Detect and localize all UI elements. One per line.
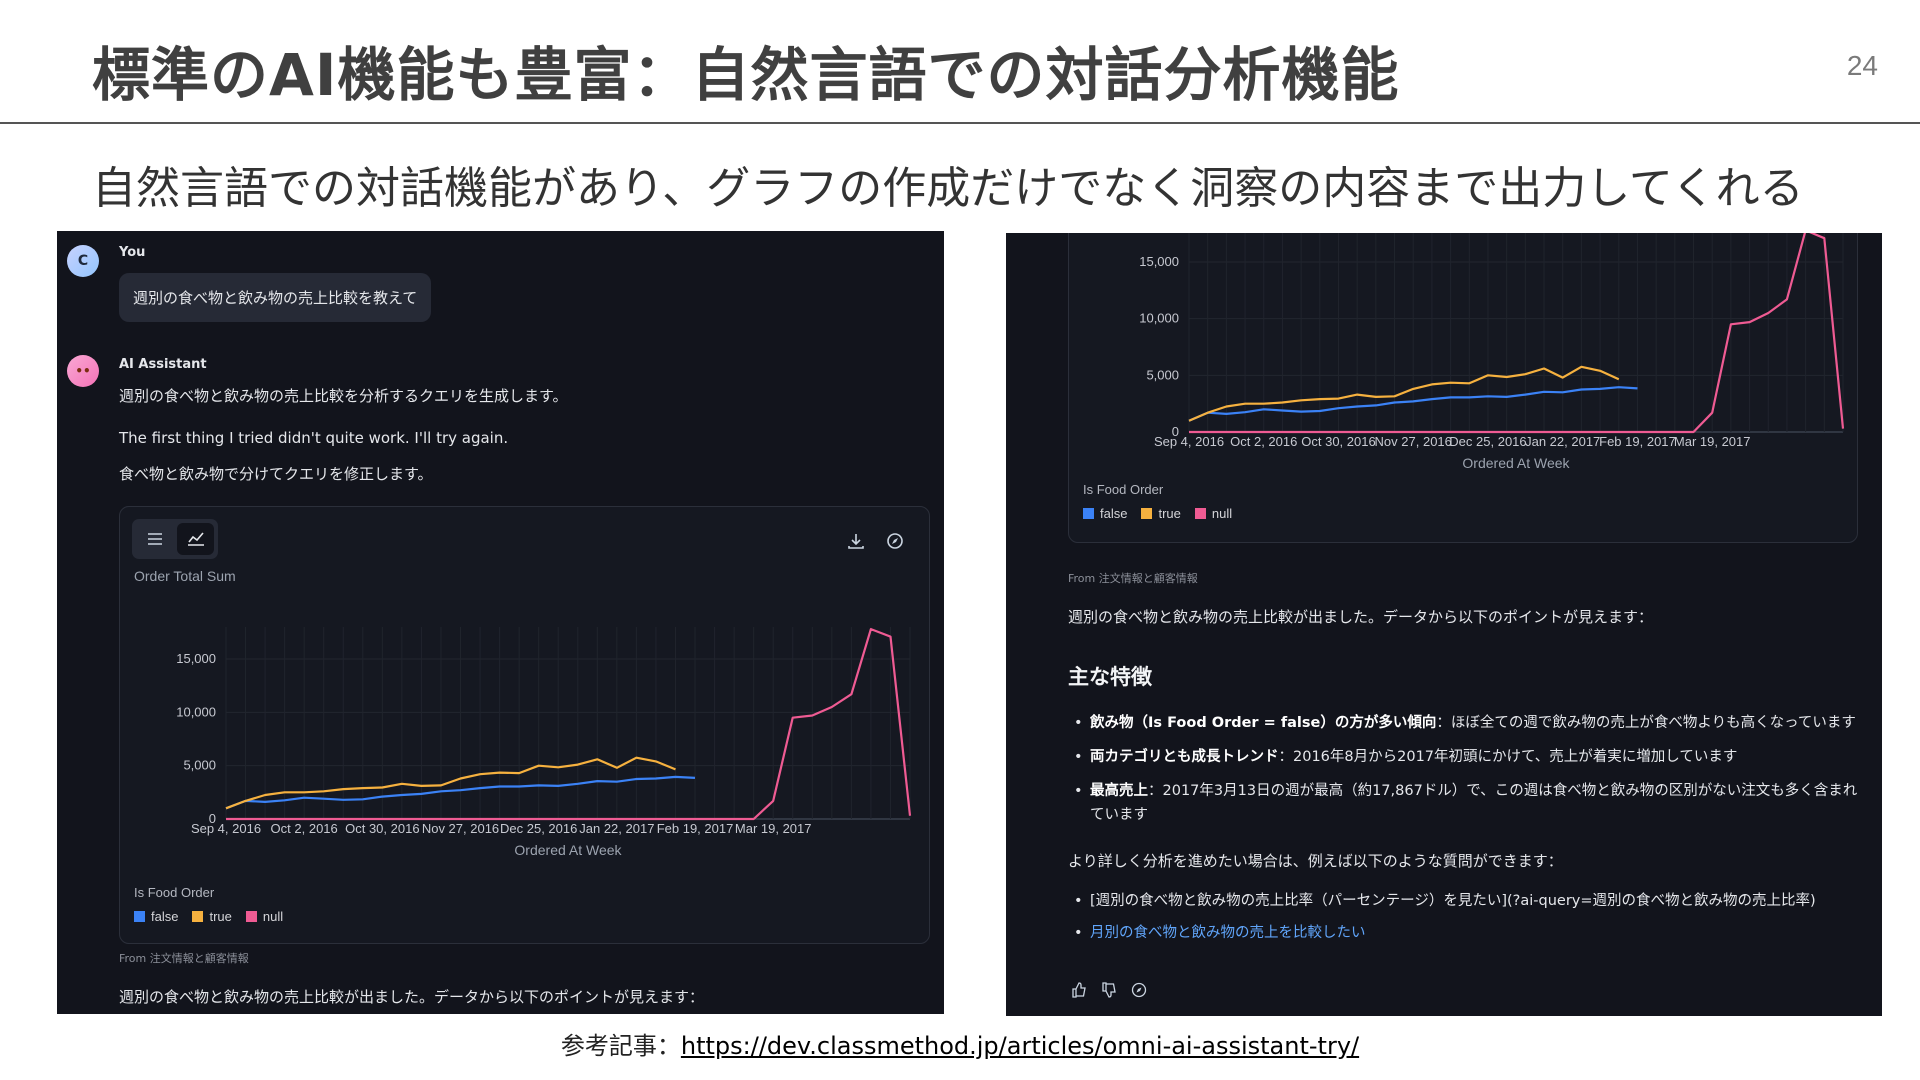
user-name: You [119,245,146,260]
series-line-true [1188,365,1620,422]
source-note: From 注文情報と顧客情報 [119,952,249,965]
chat-screenshot-right: 0 5,000 10,000 15,000 Sep 4, 2016 Oct 2, 2016… [1006,233,1882,1016]
chart-legend: false true null [1083,506,1232,521]
ai-message-1: 週別の食べ物と飲み物の売上比較を分析するクエリを生成します。 [119,387,568,405]
followup-list: [週別の食べ物と飲み物の売上比率（パーセンテージ）を見たい](?ai-query… [1068,889,1868,955]
x-tick-label: Mar 19, 2017 [735,821,812,836]
chat-screenshot-left: C You 週別の食べ物と飲み物の売上比較を教えて •• AI Assistan… [57,231,944,1014]
thumbs-up-icon[interactable] [1070,981,1088,999]
y-tick-label: 15,000 [176,651,216,666]
series-line-null [226,627,912,821]
x-tick-label: Feb 19, 2017 [1599,434,1676,449]
thumbs-down-icon[interactable] [1100,981,1118,999]
feedback-bar [1070,981,1148,999]
reference-link[interactable]: https://dev.classmethod.jp/articles/omni… [680,1032,1360,1060]
x-tick-label: Nov 27, 2016 [422,821,499,836]
y-tick-label: 0 [209,811,216,826]
series-line-false [225,775,696,810]
legend-item-null: null [1194,506,1232,521]
legend-item-false: false [134,909,178,924]
list-item: 両カテゴリとも成長トレンド：2016年8月から2017年初頭にかけて、売上が着実… [1068,745,1868,769]
title-divider [0,122,1920,124]
list-item: 最高売上：2017年3月13日の週が最高（約17,867ドル）で、この週は食べ物… [1068,779,1868,827]
legend-item-true: true [192,909,232,924]
y-tick-label: 5,000 [1146,367,1179,382]
ai-message-2: The first thing I tried didn't quite wor… [119,429,509,447]
x-tick-label: Oct 30, 2016 [345,821,419,836]
x-tick-label: Sep 4, 2016 [1154,434,1224,449]
followup-link[interactable]: 月別の食べ物と飲み物の売上を比較したい [1068,921,1868,945]
legend-item-false: false [1083,506,1127,521]
legend-title: Is Food Order [134,885,215,900]
series-line-false [1188,386,1638,422]
user-message: 週別の食べ物と飲み物の売上比較を教えて [119,273,432,322]
x-tick-label: Feb 19, 2017 [657,821,734,836]
ai-summary-line: 週別の食べ物と飲み物の売上比較が出ました。データから以下のポイントが見えます： [119,988,705,1006]
ai-message-3: 食べ物と飲み物で分けてクエリを修正します。 [119,465,433,483]
x-tick-label: Mar 19, 2017 [1674,434,1751,449]
x-axis-title: Ordered At Week [1462,455,1570,471]
x-tick-label: Dec 25, 2016 [500,821,577,836]
reference-line: 参考記事：https://dev.classmethod.jp/articles… [0,1026,1920,1061]
y-tick-label: 5,000 [183,758,216,773]
series-line-null [1189,233,1845,434]
y-axis-title: Order Total Sum [134,568,236,584]
x-tick-label: Oct 2, 2016 [271,821,338,836]
x-tick-label: Sep 4, 2016 [191,821,261,836]
page-number: 24 [1846,50,1878,81]
chart-card-continued: 0 5,000 10,000 15,000 Sep 4, 2016 Oct 2, 2016… [1068,233,1858,543]
legend-title: Is Food Order [1083,482,1164,497]
slide-subtitle: 自然言語での対話機能があり、グラフの作成だけでなく洞察の内容まで出力してくれる [92,163,1804,214]
user-avatar: C [67,245,99,277]
followup-intro: より詳しく分析を進めたい場合は、例えば以下のような質問ができます： [1068,852,1563,870]
series-line-true [225,756,676,810]
x-tick-label: Oct 2, 2016 [1230,434,1297,449]
chart-legend: false true null [134,909,283,924]
slide-title: 標準のAI機能も豊富：自然言語での対話分析機能 [92,41,1400,109]
y-tick-label: 10,000 [176,704,216,719]
compass-icon[interactable] [1130,981,1148,999]
ai-avatar: •• [67,355,99,387]
download-icon[interactable] [844,529,868,553]
y-tick-label: 0 [1172,424,1179,439]
source-note: From 注文情報と顧客情報 [1068,572,1198,585]
compass-icon[interactable] [883,529,907,553]
followup-item: [週別の食べ物と飲み物の売上比率（パーセンテージ）を見たい](?ai-query… [1068,889,1868,913]
x-tick-label: Nov 27, 2016 [1375,434,1452,449]
list-icon[interactable] [136,523,173,555]
section-heading: 主な特徴 [1068,665,1152,689]
list-item: 飲み物（Is Food Order = false）の方が多い傾向：ほぼ全ての週… [1068,711,1868,735]
chart-icon[interactable] [177,523,214,555]
legend-item-null: null [245,909,283,924]
ai-summary-intro: 週別の食べ物と飲み物の売上比較が出ました。データから以下のポイントが見えます： [1068,608,1654,626]
feature-list: 飲み物（Is Food Order = false）の方が多い傾向：ほぼ全ての週… [1068,711,1868,837]
sales-line-chart-continued: 0 5,000 10,000 15,000 Sep 4, 2016 Oct 2, 2016… [1139,233,1845,471]
x-tick-label: Jan 22, 2017 [579,821,654,836]
x-tick-label: Jan 22, 2017 [1525,434,1600,449]
x-tick-label: Oct 30, 2016 [1301,434,1375,449]
ai-name: AI Assistant [119,357,207,372]
legend-item-true: true [1141,506,1181,521]
x-tick-label: Dec 25, 2016 [1449,434,1526,449]
y-tick-label: 10,000 [1139,311,1179,326]
view-toggle [132,519,218,559]
y-tick-label: 15,000 [1139,254,1179,269]
reference-label: 参考記事： [560,1032,681,1060]
x-axis-title: Ordered At Week [514,842,622,858]
sales-line-chart: Order Total Sum 0 5,000 10,000 15,000 Sep 4, … [134,568,912,858]
chart-card: Order Total Sum 0 5,000 10,000 15,000 Sep 4, … [119,506,930,944]
